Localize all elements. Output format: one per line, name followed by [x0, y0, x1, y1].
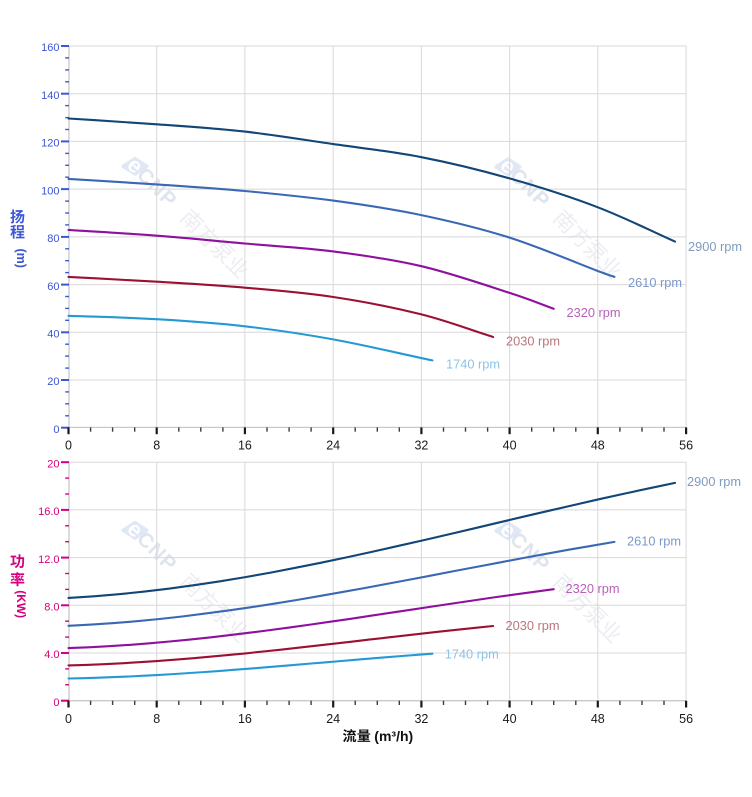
svg-text:56: 56: [679, 438, 693, 452]
svg-text:160: 160: [41, 42, 59, 54]
svg-text:2320 rpm: 2320 rpm: [566, 581, 620, 596]
svg-text:2610 rpm: 2610 rpm: [627, 534, 681, 549]
svg-text:0: 0: [53, 697, 59, 709]
svg-text:0: 0: [53, 424, 59, 436]
svg-text:(KW): (KW): [14, 590, 28, 618]
svg-text:16.0: 16.0: [38, 506, 59, 518]
svg-text:2030 rpm: 2030 rpm: [506, 333, 560, 348]
svg-text:80: 80: [47, 233, 59, 245]
svg-text:(m³/h): (m³/h): [374, 728, 413, 744]
svg-text:40: 40: [503, 712, 517, 726]
svg-text:2030 rpm: 2030 rpm: [506, 618, 560, 633]
svg-text:56: 56: [679, 712, 693, 726]
svg-text:2900 rpm: 2900 rpm: [687, 474, 741, 489]
svg-text:1740 rpm: 1740 rpm: [446, 356, 500, 371]
svg-text:24: 24: [326, 712, 340, 726]
svg-text:4.0: 4.0: [44, 649, 59, 661]
svg-text:48: 48: [591, 438, 605, 452]
svg-text:0: 0: [65, 438, 72, 452]
svg-text:48: 48: [591, 712, 605, 726]
svg-text:8: 8: [153, 712, 160, 726]
svg-text:16: 16: [238, 712, 252, 726]
svg-text:100: 100: [41, 185, 59, 197]
svg-text:2320 rpm: 2320 rpm: [567, 305, 621, 320]
svg-text:32: 32: [414, 438, 428, 452]
svg-text:20: 20: [47, 376, 59, 388]
svg-text:32: 32: [414, 712, 428, 726]
svg-text:2900 rpm: 2900 rpm: [688, 239, 742, 254]
svg-text:1740 rpm: 1740 rpm: [445, 647, 499, 662]
svg-text:40: 40: [503, 438, 517, 452]
svg-text:24: 24: [326, 438, 340, 452]
svg-text:8: 8: [153, 438, 160, 452]
svg-text:12.0: 12.0: [38, 554, 59, 566]
svg-text:2610 rpm: 2610 rpm: [628, 275, 682, 290]
svg-text:0: 0: [65, 712, 72, 726]
svg-text:(m): (m): [14, 248, 28, 267]
svg-text:140: 140: [41, 90, 59, 102]
svg-text:40: 40: [47, 329, 59, 341]
svg-text:20: 20: [47, 458, 59, 470]
svg-text:60: 60: [47, 281, 59, 293]
svg-text:120: 120: [41, 138, 59, 150]
svg-text:16: 16: [238, 438, 252, 452]
svg-text:8.0: 8.0: [44, 602, 59, 614]
